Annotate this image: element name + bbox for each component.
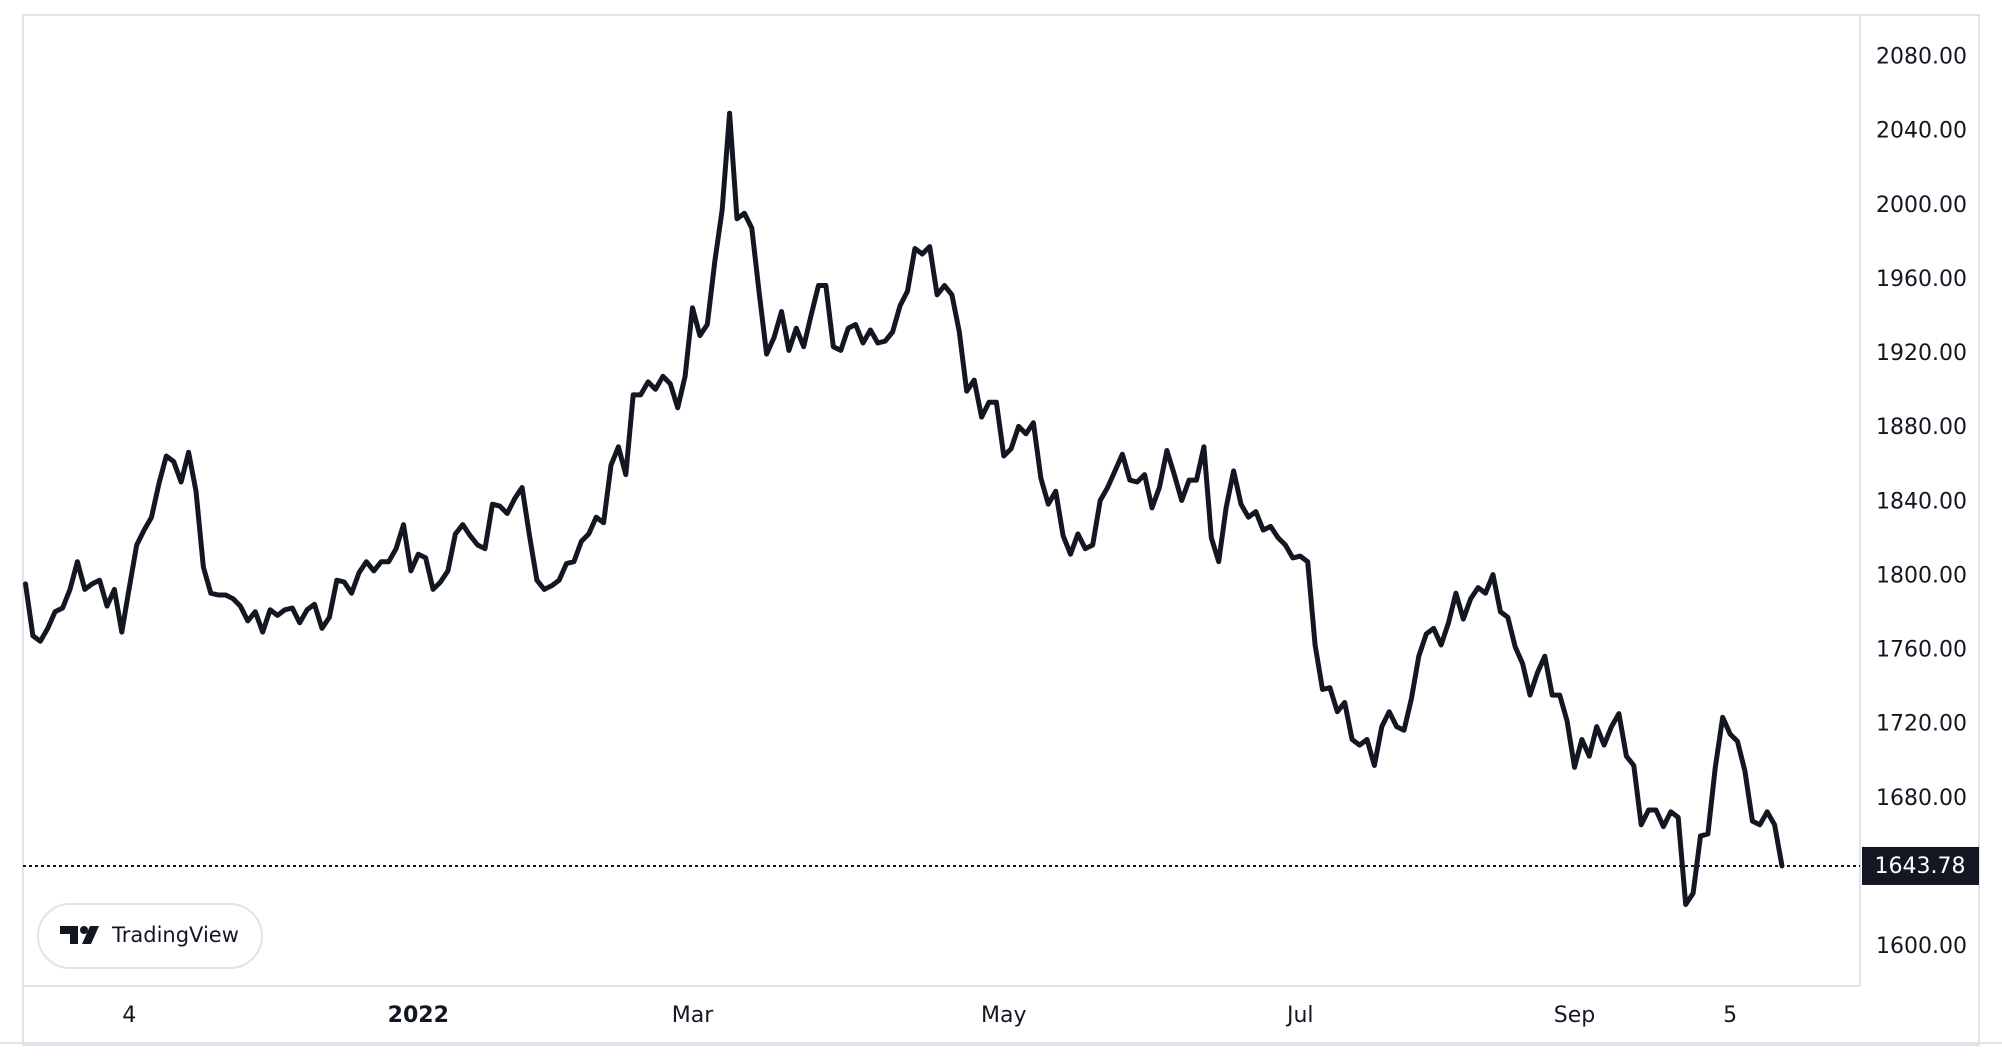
y-tick-label: 1600.00: [1876, 934, 1967, 959]
y-tick-label: 1880.00: [1876, 415, 1967, 440]
price-line: [23, 110, 1785, 907]
x-tick-label: 5: [1723, 1003, 1737, 1028]
y-tick-label: 1920.00: [1876, 341, 1967, 366]
frame: [22, 14, 1980, 1046]
x-tick-label: 2022: [388, 1003, 449, 1028]
last-price-label: 1643.78: [1875, 854, 1966, 879]
y-tick-label: 1800.00: [1876, 563, 1967, 588]
y-tick-label: 2080.00: [1876, 45, 1967, 70]
badge-pill: [37, 903, 263, 969]
x-tick-label: 4: [122, 1003, 136, 1028]
y-tick-label: 1720.00: [1876, 712, 1967, 737]
x-tick-label: Mar: [672, 1003, 714, 1028]
x-tick-label: Sep: [1554, 1003, 1595, 1028]
y-tick-label: 2000.00: [1876, 193, 1967, 218]
brand-name: TradingView: [111, 923, 239, 947]
tradingview-badge[interactable]: TradingView: [37, 903, 263, 969]
logo-mark: [82, 926, 99, 944]
x-tick-label: May: [981, 1003, 1026, 1028]
y-tick-label: 2040.00: [1876, 119, 1967, 144]
y-tick-label: 1680.00: [1876, 786, 1967, 811]
logo-dot: [80, 926, 88, 934]
x-tick-label: Jul: [1285, 1003, 1314, 1028]
last-price-box: [1862, 846, 1979, 885]
y-tick-label: 1760.00: [1876, 638, 1967, 663]
y-tick-label: 1960.00: [1876, 267, 1967, 292]
logo-mark: [60, 926, 78, 944]
y-tick-label: 1840.00: [1876, 489, 1967, 514]
